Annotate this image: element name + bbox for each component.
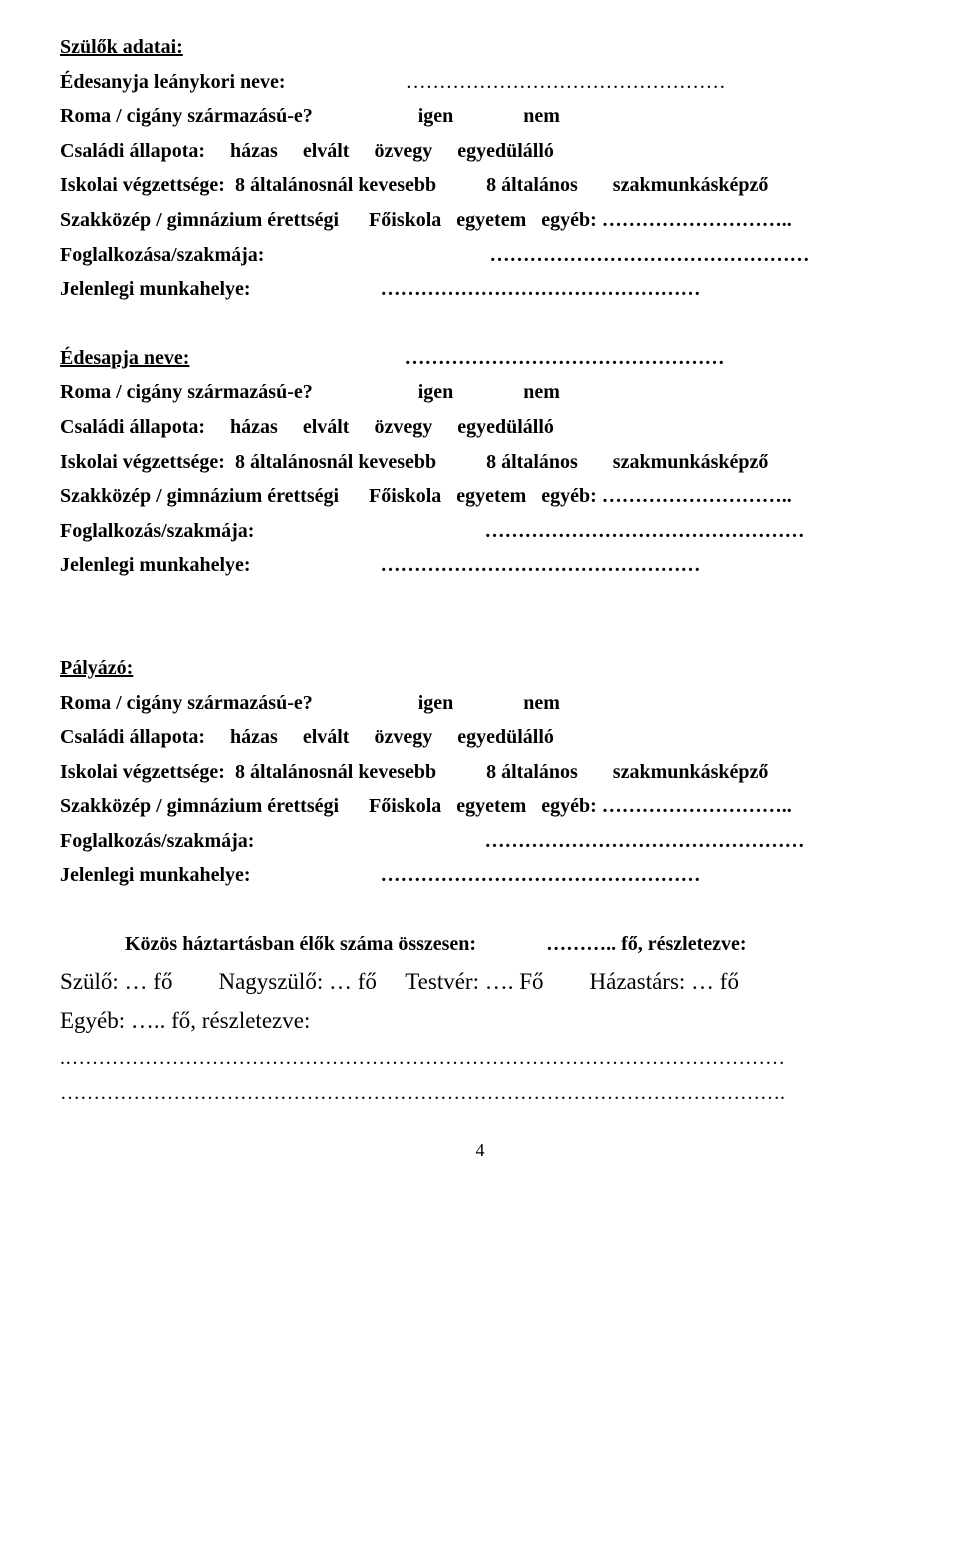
- mother-roma-no[interactable]: nem: [523, 105, 560, 127]
- mother-roma-yes[interactable]: igen: [418, 105, 454, 127]
- mother-workplace-dots: …………………………………………: [381, 278, 701, 300]
- father-name-value: …………………………………………: [404, 347, 724, 369]
- mother-occupation-dots: …………………………………………: [489, 244, 809, 266]
- father-roma-no[interactable]: nem: [523, 381, 560, 403]
- mother-name-value: …………………………………………: [406, 71, 726, 93]
- mother-edu-a[interactable]: 8 általánosnál kevesebb: [235, 174, 436, 196]
- applicant-edu-c[interactable]: szakmunkásképző: [613, 761, 769, 783]
- father-marital-options[interactable]: házas elvált özvegy egyedülálló: [230, 416, 554, 438]
- household-label: Közös háztartásban élők száma összesen:: [125, 933, 476, 955]
- mother-marital-label: Családi állapota:: [60, 140, 205, 162]
- applicant-marital-options[interactable]: házas elvált özvegy egyedülálló: [230, 726, 554, 748]
- applicant-roma-yes[interactable]: igen: [418, 692, 454, 714]
- mother-workplace-label: Jelenlegi munkahelye:: [60, 278, 251, 300]
- mother-edu-b[interactable]: 8 általános: [486, 174, 578, 196]
- applicant-occupation-dots: …………………………………………: [484, 830, 804, 852]
- father-occupation-dots: …………………………………………: [484, 520, 804, 542]
- household-suffix: ……….. fő, részletezve:: [546, 933, 746, 955]
- applicant-heading: Pályázó:: [60, 657, 133, 679]
- grandparent-count: Nagyszülő: … fő: [218, 969, 376, 994]
- father-marital-label: Családi állapota:: [60, 416, 205, 438]
- applicant-marital-label: Családi állapota:: [60, 726, 205, 748]
- applicant-edu-label: Iskolai végzettsége:: [60, 761, 225, 783]
- father-edu-a[interactable]: 8 általánosnál kevesebb: [235, 451, 436, 473]
- applicant-roma-question: Roma / cigány származású-e?: [60, 692, 313, 714]
- father-roma-question: Roma / cigány származású-e?: [60, 381, 313, 403]
- mother-name-dots: [286, 71, 406, 93]
- spouse-count: Házastárs: … fő: [590, 969, 739, 994]
- father-workplace-dots: …………………………………………: [381, 554, 701, 576]
- mother-roma-question: Roma / cigány származású-e?: [60, 105, 313, 127]
- parent-count: Szülő: … fő: [60, 969, 172, 994]
- mother-edu-c[interactable]: szakmunkásképző: [613, 174, 769, 196]
- mother-occupation-label: Foglalkozása/szakmája:: [60, 244, 264, 266]
- applicant-occupation-label: Foglalkozás/szakmája:: [60, 830, 254, 852]
- father-edu-b[interactable]: 8 általános: [486, 451, 578, 473]
- mother-edu-label: Iskolai végzettsége:: [60, 174, 225, 196]
- father-edu-c[interactable]: szakmunkásképző: [613, 451, 769, 473]
- father-edu-label: Iskolai végzettsége:: [60, 451, 225, 473]
- sibling-count: Testvér: …. Fő: [405, 969, 543, 994]
- mother-name-label: Édesanyja leánykori neve:: [60, 71, 286, 93]
- parents-heading: Szülők adatai:: [60, 36, 183, 58]
- applicant-workplace-dots: …………………………………………: [381, 864, 701, 886]
- father-name-label: Édesapja neve:: [60, 347, 189, 369]
- mother-edu-line2[interactable]: Szakközép / gimnázium érettségi Főiskola…: [60, 209, 792, 231]
- mother-marital-options[interactable]: házas elvált özvegy egyedülálló: [230, 140, 554, 162]
- father-roma-yes[interactable]: igen: [418, 381, 454, 403]
- father-occupation-label: Foglalkozás/szakmája:: [60, 520, 254, 542]
- long-dots-2: ……………………………………………………………………………………………….: [60, 1082, 785, 1104]
- applicant-edu-line2[interactable]: Szakközép / gimnázium érettségi Főiskola…: [60, 795, 792, 817]
- page-number: 4: [60, 1140, 900, 1161]
- father-edu-line2[interactable]: Szakközép / gimnázium érettségi Főiskola…: [60, 485, 792, 507]
- applicant-edu-a[interactable]: 8 általánosnál kevesebb: [235, 761, 436, 783]
- applicant-edu-b[interactable]: 8 általános: [486, 761, 578, 783]
- applicant-roma-no[interactable]: nem: [523, 692, 560, 714]
- other-count: Egyéb: ….. fő, részletezve:: [60, 1008, 310, 1033]
- applicant-workplace-label: Jelenlegi munkahelye:: [60, 864, 251, 886]
- long-dots-1: .………………………………………………………………………………………………: [60, 1047, 785, 1069]
- father-workplace-label: Jelenlegi munkahelye:: [60, 554, 251, 576]
